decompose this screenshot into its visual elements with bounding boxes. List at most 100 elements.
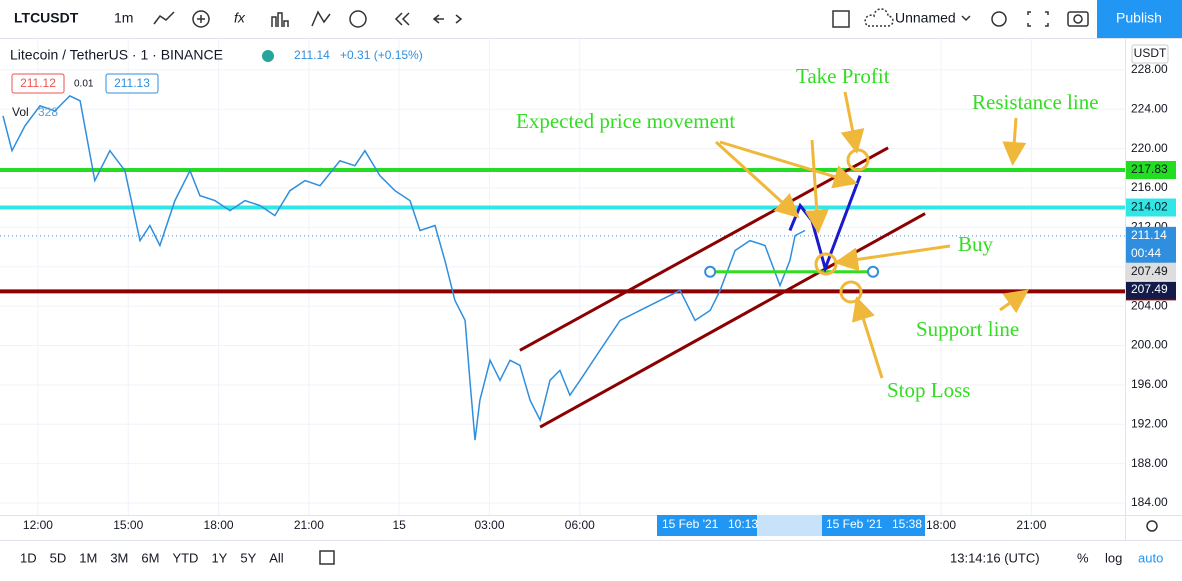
spread: 0.01 [74, 79, 94, 90]
replay-icon[interactable] [394, 12, 410, 26]
y-tick-label: 224.00 [1131, 101, 1168, 115]
settings-icon[interactable] [991, 11, 1007, 27]
last-price-label: 211.14 [1131, 228, 1167, 242]
publish-button[interactable] [1097, 0, 1182, 38]
buy-label-box [1126, 262, 1176, 281]
take-profit-text: Take Profit [796, 64, 890, 88]
fx-icon[interactable]: fx [234, 10, 246, 26]
clock: 13:14:16 (UTC) [950, 550, 1040, 565]
interval[interactable]: 1m [114, 10, 133, 26]
y-tick-label: 192.00 [1131, 416, 1168, 430]
volume-value: 328 [38, 105, 58, 119]
buy-label-box-2 [1126, 281, 1176, 299]
range-button[interactable]: All [269, 550, 284, 565]
range-button[interactable]: 5D [50, 550, 67, 565]
buy-label-2: 207.49 [1131, 282, 1168, 296]
buy-handle[interactable] [704, 265, 717, 278]
alert-icon[interactable] [349, 10, 367, 28]
y-tick-label: 184.00 [1131, 495, 1168, 509]
price-line [2, 94, 806, 441]
x-tick-label: 15 [393, 518, 407, 532]
range-button[interactable]: 1Y [211, 550, 227, 565]
cursor-time-1: 10:13 [728, 517, 758, 531]
buy-handle[interactable] [867, 265, 880, 278]
chart-type-icon[interactable] [153, 11, 175, 25]
expand-icon[interactable] [1027, 11, 1049, 27]
percent-toggle[interactable]: % [1077, 550, 1089, 565]
publish-label[interactable]: Publish [1116, 10, 1162, 26]
level-label: 214.02 [1131, 200, 1168, 214]
x-tick-label: 21:00 [1016, 518, 1046, 532]
redo-icon[interactable] [455, 14, 463, 24]
countdown: 00:44 [1131, 246, 1161, 260]
y-tick-label: 220.00 [1131, 141, 1168, 155]
bars-icon[interactable] [271, 12, 289, 27]
range-button[interactable]: 1D [20, 550, 37, 565]
auto-toggle[interactable]: auto [1138, 550, 1163, 565]
cursor-label-2 [822, 515, 925, 536]
last-price-box [1126, 226, 1176, 263]
x-tick-label: 18:00 [204, 518, 234, 532]
channel-lower [539, 212, 926, 429]
undo-icon[interactable] [432, 14, 444, 24]
currency-box[interactable] [1131, 44, 1169, 64]
dropdown[interactable] [961, 15, 971, 22]
expected-text: Expected price movement [516, 109, 735, 133]
resistance-text: Resistance line [972, 90, 1099, 114]
x-tick-label: 21:00 [294, 518, 324, 532]
range-button[interactable]: 6M [141, 550, 159, 565]
x-tick-label: 12:00 [23, 518, 53, 532]
cursor-range [757, 515, 822, 536]
cursor-date-2: 15 Feb '21 [826, 517, 883, 531]
buy-label: 207.49 [1131, 264, 1168, 278]
currency: USDT [1134, 46, 1167, 60]
cursor-label-1 [657, 515, 757, 536]
date-range-icon[interactable] [319, 550, 335, 565]
price-change: +0.31 (+0.15%) [340, 48, 423, 62]
last-price: 211.14 [294, 48, 330, 62]
x-tick-label: 15:00 [113, 518, 143, 532]
level-label-box [1126, 161, 1176, 180]
buy-text: Buy [958, 232, 994, 256]
cursor-date-1: 15 Feb '21 [662, 517, 719, 531]
toolbar [0, 0, 1182, 38]
camera-icon[interactable] [1067, 11, 1089, 27]
fullscreen-box[interactable] [832, 10, 850, 28]
level-label-box [1126, 198, 1176, 217]
ask: 211.13 [114, 76, 150, 90]
camera-lens [1073, 14, 1083, 24]
cursor-time-2: 15:38 [892, 517, 922, 531]
stop-loss-text: Stop Loss [887, 378, 970, 402]
layout-name[interactable]: Unnamed [895, 10, 956, 26]
bid: 211.12 [20, 76, 56, 90]
y-tick-label: 228.00 [1131, 62, 1168, 76]
range-button[interactable]: YTD [172, 550, 198, 565]
x-tick-label: 06:00 [565, 518, 595, 532]
level-label: 217.83 [1131, 162, 1168, 176]
symbol-title: Litecoin / TetherUS · 1 · BINANCE [10, 47, 223, 63]
range-buttons: 1D 5D 1M 3M 6M YTD 1Y 5Y All [20, 550, 284, 565]
log-toggle[interactable]: log [1105, 550, 1122, 565]
range-button[interactable]: 1M [79, 550, 97, 565]
y-tick-label: 204.00 [1131, 298, 1168, 312]
compare-icon[interactable] [311, 10, 331, 27]
y-tick-label: 200.00 [1131, 338, 1168, 352]
y-tick-label: 216.00 [1131, 180, 1168, 194]
axis-settings[interactable] [1146, 520, 1158, 532]
support-text: Support line [916, 317, 1019, 341]
x-tick-label: 03:00 [474, 518, 504, 532]
indicator-icon[interactable] [192, 10, 210, 28]
y-tick-label: 196.00 [1131, 377, 1168, 391]
bid-box[interactable] [11, 73, 65, 94]
status-dot [262, 50, 274, 62]
range-button[interactable]: 3M [110, 550, 128, 565]
y-tick-label: 188.00 [1131, 456, 1168, 470]
annotation-arrows [714, 91, 1029, 379]
volume-label: Vol [12, 105, 29, 119]
plus [197, 15, 205, 23]
ask-box[interactable] [105, 73, 159, 94]
x-tick-label: 18:00 [926, 518, 956, 532]
range-button[interactable]: 5Y [240, 550, 256, 565]
symbol[interactable]: LTCUSDT [14, 10, 79, 26]
